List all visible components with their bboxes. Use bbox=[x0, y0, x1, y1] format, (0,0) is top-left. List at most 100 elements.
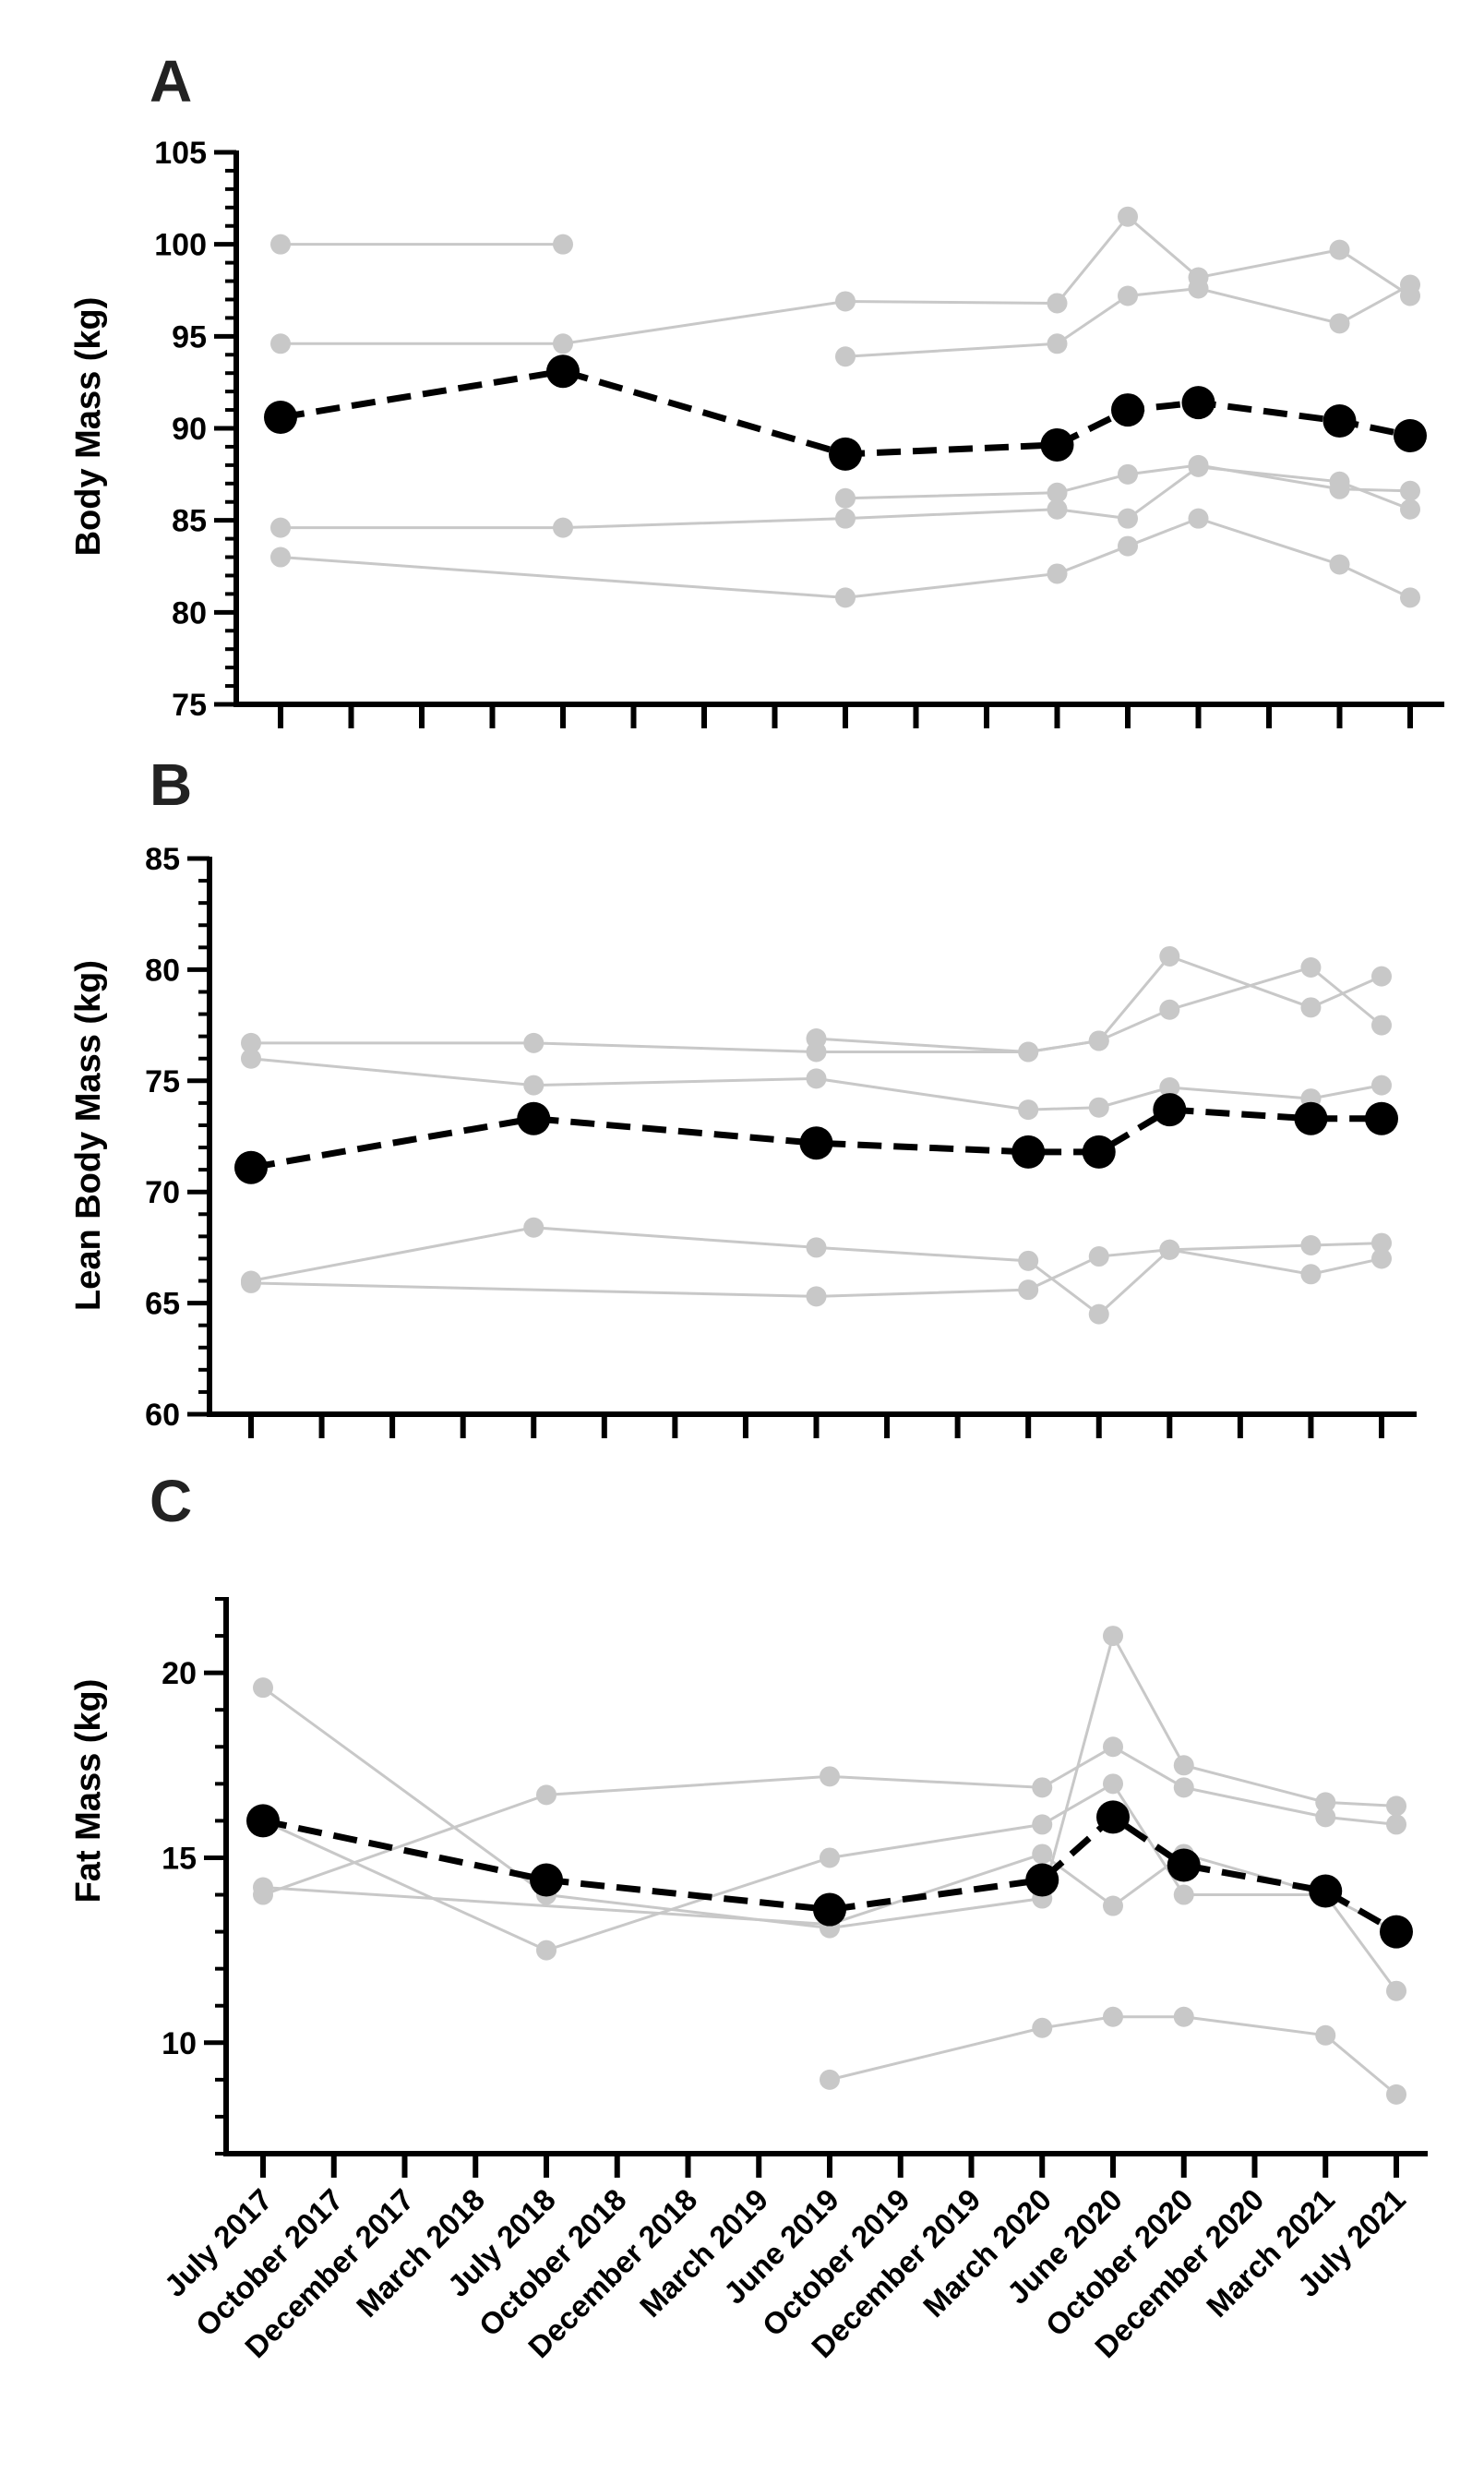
individual-line-3 bbox=[844, 283, 1411, 358]
individual-line-6 bbox=[280, 517, 1411, 599]
y-axis-title-c: Fat Mass (kg) bbox=[69, 1679, 108, 1904]
individual-point bbox=[1173, 2006, 1194, 2027]
mean-point bbox=[1096, 1800, 1130, 1834]
individual-point bbox=[835, 291, 856, 312]
individual-point bbox=[553, 517, 573, 538]
y-tick-label: 100 bbox=[154, 228, 207, 263]
individual-point bbox=[1047, 482, 1068, 503]
mean-point bbox=[1309, 1874, 1343, 1908]
individual-series-a bbox=[270, 206, 1420, 608]
individual-point bbox=[835, 346, 856, 367]
panel-a: A Body Mass (kg) 75 80 85 90 95 100 105 bbox=[69, 48, 1444, 728]
individual-point bbox=[1088, 1246, 1109, 1267]
individual-point bbox=[1159, 945, 1180, 967]
individual-point bbox=[241, 1048, 261, 1069]
individual-point bbox=[1018, 1099, 1039, 1121]
individual-point bbox=[1047, 498, 1068, 520]
y-axis-title-b: Lean Body Mass (kg) bbox=[69, 960, 108, 1311]
individual-line-5 bbox=[829, 2015, 1397, 2096]
individual-point bbox=[1371, 966, 1392, 987]
individual-point bbox=[1018, 1279, 1039, 1301]
individual-point bbox=[1018, 1041, 1039, 1063]
individual-line-4 bbox=[844, 463, 1411, 500]
individual-point bbox=[806, 1028, 827, 1050]
y-tick-label: 65 bbox=[145, 1287, 180, 1322]
y-tick-label: 60 bbox=[145, 1398, 180, 1433]
individual-point bbox=[1188, 508, 1209, 529]
individual-point bbox=[1088, 1097, 1109, 1118]
panel-label-b: B bbox=[150, 751, 192, 818]
y-tick-label: 95 bbox=[172, 319, 207, 354]
individual-point bbox=[1386, 2084, 1406, 2105]
y-axis-title-a: Body Mass (kg) bbox=[69, 297, 108, 557]
panel-label-a: A bbox=[150, 48, 192, 114]
individual-point bbox=[835, 508, 856, 529]
mean-point bbox=[1380, 1915, 1413, 1949]
individual-point bbox=[1103, 1773, 1123, 1795]
individual-point bbox=[1329, 239, 1350, 260]
mean-point bbox=[829, 437, 862, 471]
individual-point bbox=[820, 2069, 840, 2090]
individual-point bbox=[1371, 1232, 1392, 1254]
individual-point bbox=[1400, 480, 1420, 501]
individual-line-2 bbox=[816, 966, 1382, 1054]
y-axis-a: 75 80 85 90 95 100 105 bbox=[154, 136, 1444, 728]
y-tick-label: 75 bbox=[145, 1064, 180, 1099]
individual-point bbox=[1400, 587, 1420, 608]
individual-point bbox=[523, 1075, 545, 1096]
individual-point bbox=[1159, 1077, 1180, 1099]
mean-point bbox=[1394, 418, 1427, 452]
mean-point bbox=[1153, 1093, 1187, 1127]
y-tick-label: 105 bbox=[154, 136, 207, 171]
mean-point bbox=[1111, 393, 1144, 427]
individual-point bbox=[553, 333, 573, 354]
individual-point bbox=[1329, 471, 1350, 492]
individual-point bbox=[536, 1784, 556, 1806]
individual-point bbox=[1088, 1303, 1109, 1325]
individual-point bbox=[241, 1032, 261, 1053]
mean-point bbox=[264, 401, 297, 435]
individual-point bbox=[1315, 2024, 1336, 2046]
mean-point bbox=[1167, 1848, 1201, 1882]
mean-line bbox=[262, 1812, 1398, 1935]
mean-point bbox=[530, 1863, 563, 1897]
individual-point bbox=[1400, 498, 1420, 520]
individual-point bbox=[1371, 1075, 1392, 1096]
individual-point bbox=[806, 1286, 827, 1307]
individual-point bbox=[1300, 1264, 1322, 1285]
y-tick-label: 20 bbox=[162, 1656, 197, 1691]
mean-point bbox=[1365, 1101, 1398, 1135]
individual-point bbox=[253, 1877, 273, 1898]
individual-point bbox=[1047, 563, 1068, 584]
individual-point bbox=[835, 487, 856, 509]
individual-line-3 bbox=[262, 1782, 1398, 1992]
individual-point bbox=[1159, 1239, 1180, 1260]
individual-point bbox=[1103, 1736, 1123, 1758]
individual-point bbox=[806, 1237, 827, 1258]
mean-series-a bbox=[264, 354, 1427, 471]
individual-point bbox=[1386, 1980, 1406, 2001]
individual-point bbox=[1118, 535, 1138, 557]
individual-point bbox=[270, 234, 291, 255]
individual-point bbox=[820, 1766, 840, 1787]
individual-point bbox=[1103, 1626, 1123, 1647]
y-tick-label: 10 bbox=[162, 2026, 197, 2061]
individual-point bbox=[1018, 1250, 1039, 1271]
individual-point bbox=[1047, 333, 1068, 354]
individual-point bbox=[835, 587, 856, 608]
y-tick-label: 80 bbox=[172, 595, 207, 631]
mean-point bbox=[1181, 386, 1215, 420]
y-tick-label: 15 bbox=[162, 1841, 197, 1876]
individual-point bbox=[1173, 1777, 1194, 1798]
mean-point bbox=[1011, 1135, 1046, 1169]
individual-point bbox=[1103, 1895, 1123, 1916]
individual-point bbox=[523, 1032, 545, 1053]
mean-point bbox=[517, 1101, 551, 1135]
mean-point bbox=[1294, 1101, 1328, 1135]
individual-point bbox=[1329, 554, 1350, 575]
mean-point bbox=[246, 1804, 280, 1838]
mean-line bbox=[250, 1106, 1382, 1171]
individual-point bbox=[1329, 313, 1350, 334]
individual-point bbox=[553, 234, 573, 255]
individual-point bbox=[1088, 1030, 1109, 1051]
